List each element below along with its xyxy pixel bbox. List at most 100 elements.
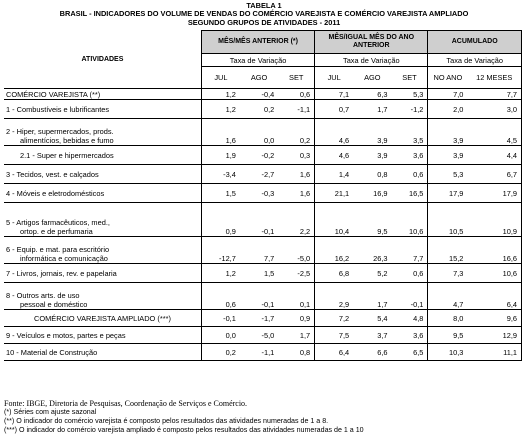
table-cell: -12,7 xyxy=(200,236,240,264)
title-line-1: TABELA 1 xyxy=(246,1,282,10)
table-cell: 3,9 xyxy=(427,145,468,165)
table-cell: 7,3 xyxy=(427,263,468,283)
group-header-accumulated: ACUMULADO xyxy=(427,30,522,54)
table-cell: 1,7 xyxy=(353,99,392,119)
retail-sales-table: ATIVIDADES MÊS/MÊS ANTERIOR (*) MÊS/IGUA… xyxy=(4,30,523,361)
table-cell: 26,3 xyxy=(353,236,392,264)
table-cell: 3,0 xyxy=(467,99,523,119)
table-cell: 0,6 xyxy=(391,164,428,184)
activity-label: COMÉRCIO VAREJISTA AMPLIADO (***) xyxy=(4,309,202,327)
table-row: 9 - Veículos e motos, partes e peças 0,0-… xyxy=(4,326,523,344)
activity-label-line-1: 2 - Hiper, supermercados, prods. xyxy=(6,127,114,136)
table-cell: 7,0 xyxy=(427,88,468,100)
col-header-jul-2: JUL xyxy=(314,66,354,89)
col-header-ago-1: AGO xyxy=(239,66,279,89)
table-cell: 3,9 xyxy=(353,145,392,165)
activity-label: 3 - Tecidos, vest. e calçados xyxy=(4,164,202,184)
table-cell: 0,0 xyxy=(239,118,279,146)
table-cell: 0,2 xyxy=(278,118,315,146)
table-cell: -0,4 xyxy=(239,88,279,100)
table-cell: 17,9 xyxy=(427,183,468,203)
table-cell: 1,9 xyxy=(200,145,240,165)
table-cell: 0,6 xyxy=(200,282,240,310)
footnote-1: (*) Séries com ajuste sazonal xyxy=(4,408,97,416)
table-cell: 17,9 xyxy=(467,183,523,203)
footnote-2: (**) O indicador do comércio varejista é… xyxy=(4,417,329,425)
table-row: 8 - Outros arts. de uso pessoal e domésti… xyxy=(4,282,523,310)
activity-label: 2.1 - Super e hipermercados xyxy=(4,145,202,165)
table-cell: 0,8 xyxy=(278,343,315,361)
table-cell: 1,2 xyxy=(200,263,240,283)
table-cell: 6,5 xyxy=(391,343,428,361)
table-cell: -1,1 xyxy=(278,99,315,119)
table-cell: 15,2 xyxy=(427,236,468,264)
table-cell: -2,7 xyxy=(239,164,279,184)
table-cell: 0,6 xyxy=(278,88,315,100)
table-cell: 6,6 xyxy=(353,343,392,361)
table-cell: 1,5 xyxy=(200,183,240,203)
activity-label: 6 - Equip. e mat. para escritório informá… xyxy=(4,236,202,264)
table-cell: 10,5 xyxy=(427,202,468,237)
table-cell: 3,5 xyxy=(391,118,428,146)
group-header-same-month-previous-year: MÊS/IGUAL MÊS DO ANO ANTERIOR xyxy=(314,30,429,54)
rate-label-1: Taxa de Variação xyxy=(200,53,316,67)
rate-label-3: Taxa de Variação xyxy=(427,53,522,67)
table-cell: 1,6 xyxy=(200,118,240,146)
table-cell: 6,4 xyxy=(467,282,523,310)
table-cell: 7,7 xyxy=(239,236,279,264)
table-cell: 12,9 xyxy=(467,326,523,344)
title-line-2: BRASIL - INDICADORES DO VOLUME DE VENDAS… xyxy=(59,9,469,19)
table-cell: -0,2 xyxy=(239,145,279,165)
table-cell: 6,3 xyxy=(353,88,392,100)
table-row: 7 - Livros, jornais, rev. e papelaria 1,2… xyxy=(4,263,523,283)
table-cell: -5,0 xyxy=(278,236,315,264)
table-cell: 4,6 xyxy=(314,118,354,146)
table-cell: -0,1 xyxy=(391,282,428,310)
table-cell: -0,1 xyxy=(239,202,279,237)
table-cell: 2,2 xyxy=(278,202,315,237)
table-cell: 9,6 xyxy=(467,309,523,327)
table-cell: 3,6 xyxy=(391,326,428,344)
table-cell: 1,4 xyxy=(314,164,354,184)
table-cell: -1,1 xyxy=(239,343,279,361)
table-row: 10 - Material de Construção 0,2 -1,1 0,8 6,4… xyxy=(4,343,523,361)
col-header-ago-2: AGO xyxy=(353,66,392,89)
table-cell: 1,5 xyxy=(239,263,279,283)
table-cell: 5,2 xyxy=(353,263,392,283)
table-cell: 5,3 xyxy=(391,88,428,100)
table-row: 5 - Artigos farmacêuticos, med., ortop. e… xyxy=(4,202,523,237)
activity-label: 10 - Material de Construção xyxy=(4,343,202,361)
table-cell: 1,6 xyxy=(278,164,315,184)
source-note: Fonte: IBGE, Diretoria de Pesquisas, Coo… xyxy=(4,399,248,408)
table-body: COMÉRCIO VAREJISTA (**) 1,2 -0,4 0,6 7,1 6,3 5… xyxy=(4,88,523,361)
table-cell: 3,6 xyxy=(391,145,428,165)
activity-label-line-2: ortop. e de perfumaria xyxy=(20,227,93,236)
table-cell: 4,5 xyxy=(467,118,523,146)
table-cell: 8,0 xyxy=(427,309,468,327)
table-cell: 1,2 xyxy=(200,88,240,100)
title-line-3: SEGUNDO GRUPOS DE ATIVIDADES - 2011 xyxy=(187,17,341,27)
col-header-set-1: SET xyxy=(278,66,316,89)
footnotes: Fonte: IBGE, Diretoria de Pesquisas, Coo… xyxy=(4,399,524,435)
activity-label: 9 - Veículos e motos, partes e peças xyxy=(4,326,202,344)
col-header-set-2: SET xyxy=(391,66,429,89)
table-cell: 2,0 xyxy=(427,99,468,119)
table-row: 6 - Equip. e mat. para escritório informá… xyxy=(4,236,523,264)
activity-label-line-1: 6 - Equip. e mat. para escritório xyxy=(6,245,110,254)
footnote-3: (***) O indicador do comércio varejista … xyxy=(4,426,364,434)
activities-header: ATIVIDADES xyxy=(4,30,202,89)
table-cell: 10,9 xyxy=(467,202,523,237)
table-cell: 0,2 xyxy=(200,343,240,361)
table-cell: 11,1 xyxy=(467,343,523,361)
activity-label-line-2: alimentícios, bebidas e fumo xyxy=(20,136,114,145)
table-cell: 6,7 xyxy=(467,164,523,184)
table-cell: 7,2 xyxy=(314,309,354,327)
table-cell: 5,3 xyxy=(427,164,468,184)
table-cell: 7,7 xyxy=(467,88,523,100)
table-cell: -1,7 xyxy=(239,309,279,327)
table-cell: 3,9 xyxy=(427,118,468,146)
table-cell: 9,5 xyxy=(353,202,392,237)
table-cell: 0,2 xyxy=(239,99,279,119)
activity-label-line-2: pessoal e doméstico xyxy=(20,300,88,309)
table-cell: 10,6 xyxy=(467,263,523,283)
